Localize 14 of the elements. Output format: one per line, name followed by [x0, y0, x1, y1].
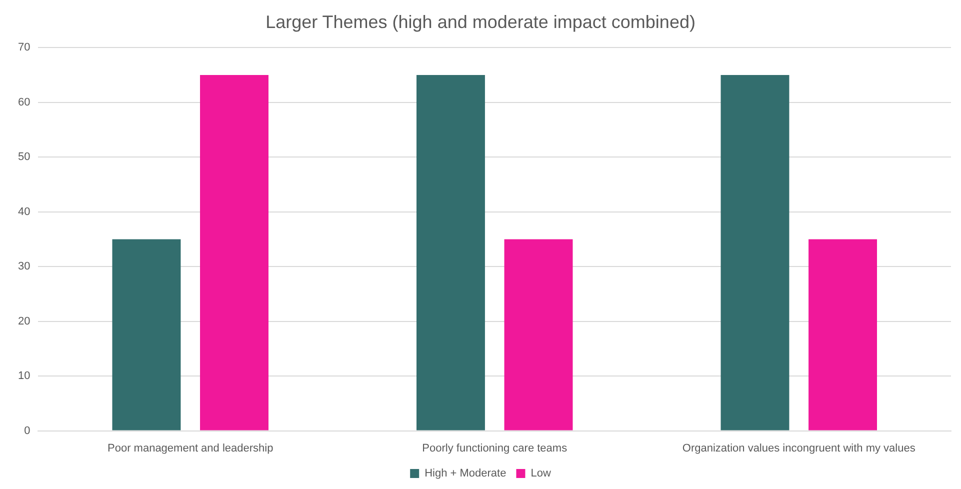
y-tick-label: 40 [18, 206, 30, 218]
x-tick-label: Poor management and leadership [107, 442, 274, 454]
y-tick-label: 20 [18, 315, 30, 328]
x-tick-label: Organization values incongruent with my values [682, 442, 916, 454]
legend-label: High + Moderate [424, 468, 506, 480]
x-tick-label: Poorly functioning care teams [422, 442, 568, 454]
legend-label: Low [530, 468, 551, 480]
y-tick-label: 50 [18, 151, 30, 164]
y-tick-label: 30 [18, 260, 30, 273]
y-tick-label: 70 [18, 42, 30, 54]
y-tick-label: 10 [18, 370, 30, 382]
y-tick-label: 0 [24, 424, 30, 437]
chart-title: Larger Themes (high and moderate impact combined) [266, 12, 696, 32]
y-tick-label: 60 [18, 96, 30, 108]
